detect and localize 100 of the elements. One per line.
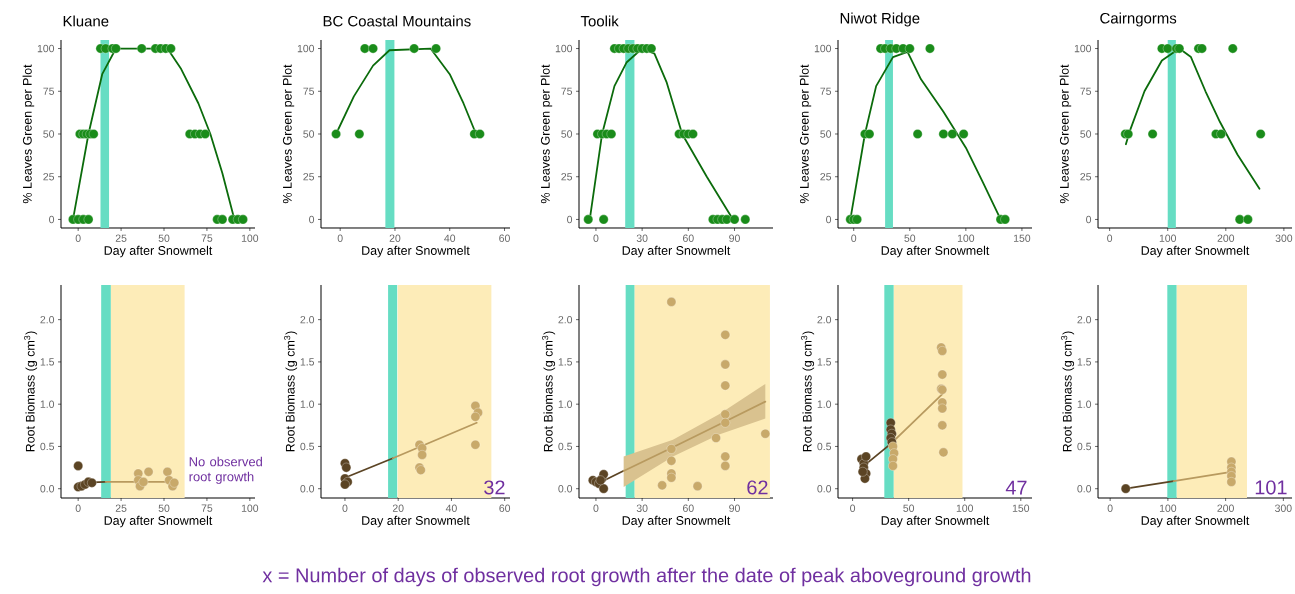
chart-title: Toolik <box>580 15 619 27</box>
y-axis-title: % Leaves Green per Plot <box>1059 64 1072 204</box>
x-tick-label: 40 <box>445 504 457 512</box>
y-tick-label: 0 <box>567 215 573 224</box>
chart-title: BC Coastal Mountains <box>323 15 471 27</box>
x-tick-label: 30 <box>636 234 648 242</box>
y-tick-label: 100 <box>37 44 55 53</box>
y-tick-label: 50 <box>1080 130 1092 138</box>
x-tick-label: 25 <box>115 234 127 242</box>
y-tick-label: 1.0 <box>40 400 55 408</box>
y-tick-label: 25 <box>1080 173 1092 181</box>
y-tick-label: 0.5 <box>558 442 573 451</box>
y-axis-title: % Leaves Green per Plot <box>540 64 553 204</box>
x-tick-label: 50 <box>158 234 170 242</box>
x-tick-label: 75 <box>201 234 213 242</box>
y-tick-label: 0.0 <box>40 485 55 493</box>
x-axis-title: Day after Snowmelt <box>362 245 470 258</box>
y-axis-title: % Leaves Green per Plot <box>22 64 35 204</box>
chart-title: Niwot Ridge <box>840 12 920 27</box>
x-axis-title: Day after Snowmelt <box>622 515 731 528</box>
y-tick-label: 50 <box>561 130 573 138</box>
x-tick-label: 100 <box>241 234 259 242</box>
y-tick-label: 75 <box>820 87 832 95</box>
y-tick-label: 2.0 <box>558 315 573 324</box>
x-tick-label: 50 <box>904 234 916 242</box>
y-tick-label: 0 <box>1086 215 1092 224</box>
x-tick-label: 90 <box>729 234 740 242</box>
x-tick-label: 60 <box>499 234 510 242</box>
x-tick-label: 60 <box>683 234 694 242</box>
x-tick-label: 60 <box>683 504 694 512</box>
y-axis-title: Root Biomass (g cm$^{3}$) <box>801 331 815 452</box>
annotation: 47 <box>1005 480 1027 495</box>
y-tick-label: 0.0 <box>300 485 315 493</box>
x-axis-title: Day after Snowmelt <box>881 245 990 258</box>
y-axis-title: % Leaves Green per Plot <box>282 64 295 204</box>
y-tick-label: 0.0 <box>817 485 832 493</box>
x-tick-label: 40 <box>444 234 456 242</box>
x-tick-label: 100 <box>1159 504 1177 512</box>
y-tick-label: 2.0 <box>1077 315 1092 324</box>
annotation: 32 <box>484 480 505 495</box>
x-axis-title: Day after Snowmelt <box>622 245 731 258</box>
y-axis-title: Root Biomass (g cm$^{3}$) <box>1061 331 1075 452</box>
text: x = Number of days of observed root growth after the date of peak aboveground growth <box>262 567 1031 587</box>
y-tick-label: 100 <box>1074 44 1092 53</box>
y-tick-label: 75 <box>1080 87 1092 95</box>
y-tick-label: 75 <box>561 87 573 95</box>
x-tick-label: 25 <box>115 504 127 512</box>
y-tick-label: 25 <box>820 173 832 181</box>
chart-title: Kluane <box>63 15 109 27</box>
x-axis-title: Day after Snowmelt <box>104 245 213 258</box>
y-tick-label: 1.5 <box>817 358 832 366</box>
x-tick-label: 100 <box>241 504 259 512</box>
y-tick-label: 0.5 <box>40 442 55 451</box>
annotation: No observed root growth <box>189 456 262 484</box>
x-tick-label: 300 <box>1275 504 1292 512</box>
y-tick-label: 1.5 <box>40 358 55 366</box>
x-tick-label: 75 <box>201 504 213 512</box>
x-tick-label: 90 <box>729 504 740 512</box>
x-tick-label: 150 <box>1012 504 1030 512</box>
y-tick-label: 0.5 <box>817 442 832 451</box>
y-tick-label: 50 <box>43 130 55 138</box>
x-axis-title: Day after Snowmelt <box>1141 515 1250 528</box>
x-axis-title: Day after Snowmelt <box>362 515 470 528</box>
y-tick-label: 1.0 <box>817 400 832 408</box>
x-tick-label: 50 <box>158 504 170 512</box>
x-tick-label: 0 <box>593 504 599 512</box>
y-tick-label: 2.0 <box>300 315 315 324</box>
y-axis-title: Root Biomass (g cm$^{3}$) <box>24 331 38 452</box>
x-tick-label: 100 <box>957 234 975 242</box>
y-tick-label: 0.0 <box>1077 485 1092 493</box>
y-tick-label: 0 <box>49 215 55 224</box>
x-tick-label: 100 <box>1159 234 1177 242</box>
y-tick-label: 1.5 <box>558 358 573 366</box>
y-tick-label: 100 <box>814 44 832 53</box>
chart-title: Cairngorms <box>1100 12 1177 27</box>
x-tick-label: 0 <box>75 234 81 242</box>
annotation: 62 <box>747 480 768 495</box>
x-tick-label: 0 <box>342 504 348 512</box>
y-tick-label: 1.5 <box>300 358 315 366</box>
x-tick-label: 0 <box>337 234 343 242</box>
x-axis-title: Day after Snowmelt <box>881 515 990 528</box>
y-tick-label: 25 <box>561 173 573 181</box>
y-tick-label: 100 <box>555 44 573 53</box>
annotation: 101 <box>1255 480 1287 495</box>
y-tick-label: 0.5 <box>300 442 315 451</box>
x-tick-label: 300 <box>1275 234 1293 242</box>
x-tick-label: 0 <box>850 504 856 512</box>
y-tick-label: 50 <box>820 130 832 138</box>
y-axis-title: Root Biomass (g cm$^{3}$) <box>542 331 556 452</box>
y-axis-title: % Leaves Green per Plot <box>799 64 812 204</box>
y-tick-label: 0 <box>309 215 315 224</box>
x-tick-label: 30 <box>636 504 648 512</box>
x-tick-label: 0 <box>593 234 599 242</box>
x-tick-label: 20 <box>392 504 404 512</box>
y-tick-label: 1.0 <box>1077 400 1092 408</box>
x-tick-label: 20 <box>389 234 401 242</box>
y-tick-label: 75 <box>303 87 315 95</box>
y-tick-label: 2.0 <box>40 315 55 324</box>
y-tick-label: 0.5 <box>1077 442 1092 451</box>
y-tick-label: 100 <box>297 44 315 53</box>
